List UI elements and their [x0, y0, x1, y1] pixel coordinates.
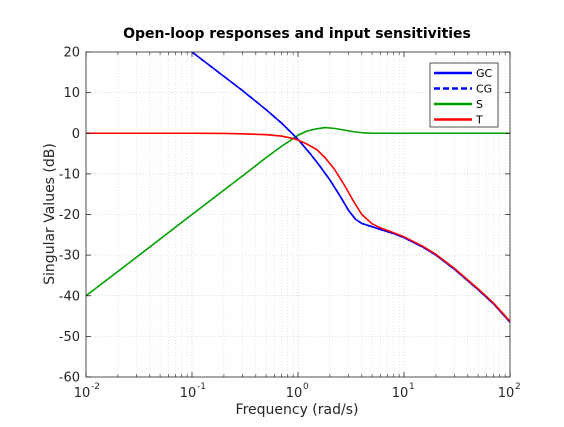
- legend-entries: GC CG ST: [434, 67, 493, 127]
- x-tick-label: 10: [392, 386, 409, 401]
- x-tick-exponent: 0: [303, 382, 309, 392]
- y-tick-label: -50: [59, 330, 80, 345]
- x-tick-exponent: -2: [91, 382, 100, 392]
- y-tick-label: 20: [63, 46, 80, 61]
- x-tick-exponent: -1: [197, 382, 206, 392]
- y-tick-label: -10: [59, 167, 80, 182]
- x-axis-label: Frequency (rad/s): [236, 402, 359, 418]
- y-tick-label: -40: [59, 289, 80, 304]
- tick-marks: [85, 51, 511, 378]
- x-tick-label: 10: [498, 386, 515, 401]
- legend-label-cg: CG: [476, 83, 492, 96]
- y-tick-label: -60: [59, 371, 80, 386]
- y-tick-label: 10: [63, 86, 80, 101]
- x-tick-exponent: 1: [409, 382, 415, 392]
- series-line-s: [86, 126, 510, 297]
- x-tick-labels: 10 -2 10 -1 10 0 10 1 10 2: [74, 382, 521, 401]
- y-tick-label: 0: [72, 127, 80, 142]
- x-tick-label: 10: [180, 386, 197, 401]
- y-tick-labels: 20 10 0 -10 -20 -30 -40 -50 -60: [59, 46, 80, 386]
- x-tick-exponent: 2: [515, 382, 521, 392]
- y-tick-label: -20: [59, 208, 80, 223]
- legend-label-s: S: [476, 98, 483, 111]
- y-axis-label: Singular Values (dB): [42, 143, 58, 285]
- x-tick-label: 10: [74, 386, 91, 401]
- legend-label-t: T: [475, 114, 483, 127]
- legend-label-gc: GC: [476, 67, 493, 80]
- y-tick-label: -30: [59, 249, 80, 264]
- chart-title: Open-loop responses and input sensitivit…: [123, 26, 471, 42]
- x-tick-label: 10: [286, 386, 303, 401]
- legend: GC CG ST: [429, 62, 499, 128]
- series-line-t: [86, 132, 510, 322]
- series-layer: [86, 52, 510, 323]
